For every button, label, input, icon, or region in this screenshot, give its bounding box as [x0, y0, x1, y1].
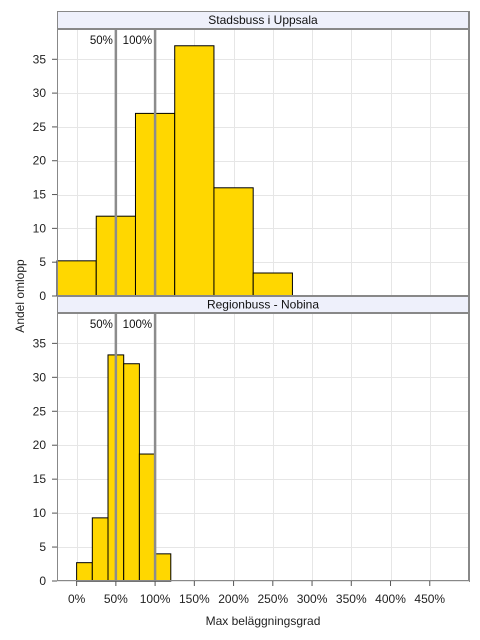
y-tick-label: 10: [33, 506, 47, 520]
y-tick-label: 30: [33, 86, 47, 100]
histogram-bar: [76, 562, 93, 582]
panel-header: [57, 296, 469, 313]
panel-header: [57, 11, 469, 29]
panel-title: Regionbuss - Nobina: [207, 298, 319, 312]
y-tick-label: 35: [33, 52, 47, 66]
panel-title: Stadsbuss i Uppsala: [208, 13, 318, 27]
y-tick-label: 5: [39, 540, 46, 554]
x-tick-label: 150%: [179, 592, 210, 606]
histogram-bar: [91, 517, 109, 582]
x-tick-label: 450%: [414, 592, 445, 606]
y-tick-label: 20: [33, 154, 47, 168]
y-tick-label: 15: [33, 188, 47, 202]
y-tick-label: 5: [39, 255, 46, 269]
y-tick-label: 30: [33, 370, 47, 384]
reference-line-label: 100%: [123, 319, 152, 331]
y-tick-label: 25: [33, 404, 47, 418]
x-tick-label: 0%: [68, 592, 86, 606]
histogram-bar: [174, 45, 215, 297]
x-axis-title: Max beläggningsgrad: [206, 614, 321, 628]
x-tick-label: 100%: [140, 592, 171, 606]
reference-line-label: 50%: [90, 35, 113, 47]
x-tick-label: 200%: [218, 592, 249, 606]
histogram-bar: [154, 553, 172, 582]
histogram-bar: [252, 272, 293, 297]
y-tick-label: 25: [33, 120, 47, 134]
reference-line-label: 100%: [123, 35, 152, 47]
x-tick-label: 400%: [375, 592, 406, 606]
x-tick-label: 50%: [104, 592, 128, 606]
y-tick-label: 0: [39, 574, 46, 588]
reference-line-label: 50%: [90, 319, 113, 331]
x-tick-label: 350%: [336, 592, 367, 606]
y-tick-label: 0: [39, 289, 46, 303]
y-tick-label: 15: [33, 472, 47, 486]
y-axis-title: Andel omlopp: [13, 259, 27, 333]
histogram-bar: [213, 187, 254, 297]
x-tick-label: 250%: [257, 592, 288, 606]
y-tick-label: 10: [33, 221, 47, 235]
y-tick-label: 35: [33, 336, 47, 350]
histogram-bar: [123, 363, 140, 582]
x-tick-label: 300%: [297, 592, 328, 606]
plot-border: [57, 313, 469, 581]
histogram-bar: [138, 453, 156, 582]
histogram-bar: [56, 260, 97, 297]
y-tick-label: 20: [33, 438, 47, 452]
plot-border: [57, 29, 469, 296]
